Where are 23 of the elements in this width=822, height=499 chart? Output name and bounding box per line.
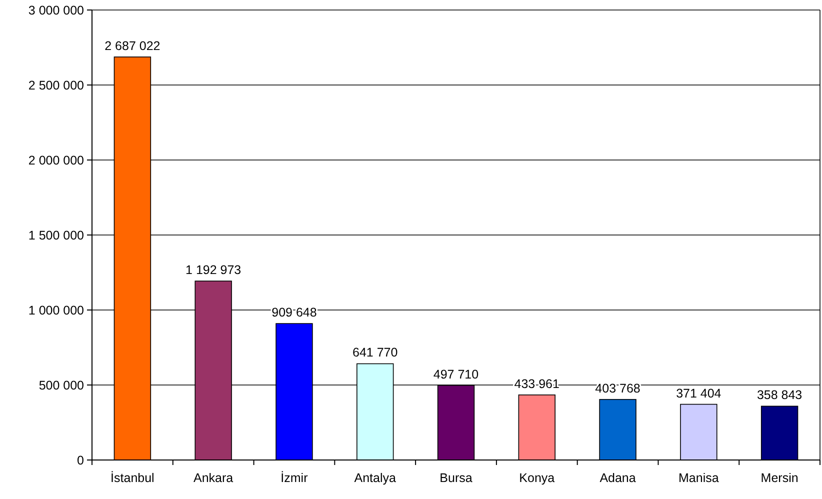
data-label: 2 687 022 (104, 38, 160, 53)
y-tick-label: 500 000 (38, 378, 84, 392)
y-tick-label: 2 500 000 (28, 78, 84, 92)
data-label: 1 192 973 (186, 263, 242, 278)
data-label: 641 770 (352, 346, 398, 360)
y-tick-label: 1 500 000 (28, 228, 84, 242)
x-tick-label: Ankara (194, 471, 234, 485)
data-label: 358 843 (756, 388, 802, 402)
x-tick-label: İzmir (280, 471, 308, 485)
x-tick-label: Adana (600, 471, 636, 485)
x-tick-label: Bursa (440, 471, 472, 485)
data-label: 371 404 (676, 386, 722, 400)
data-label: 497 710 (433, 367, 479, 382)
x-tick-label: Mersin (760, 471, 798, 485)
y-tick-label: 2 000 000 (28, 153, 84, 168)
y-tick-label: 3 000 000 (28, 3, 84, 18)
y-tick-label: 1 000 000 (28, 303, 84, 318)
x-tick-label: İstanbul (110, 471, 154, 485)
x-tick-label: Antalya (354, 471, 396, 485)
x-tick-label: Manisa (678, 471, 719, 485)
x-tick-label: Konya (519, 471, 555, 485)
data-label: 403 768 (595, 381, 640, 396)
y-tick-label: 0 (77, 453, 84, 468)
